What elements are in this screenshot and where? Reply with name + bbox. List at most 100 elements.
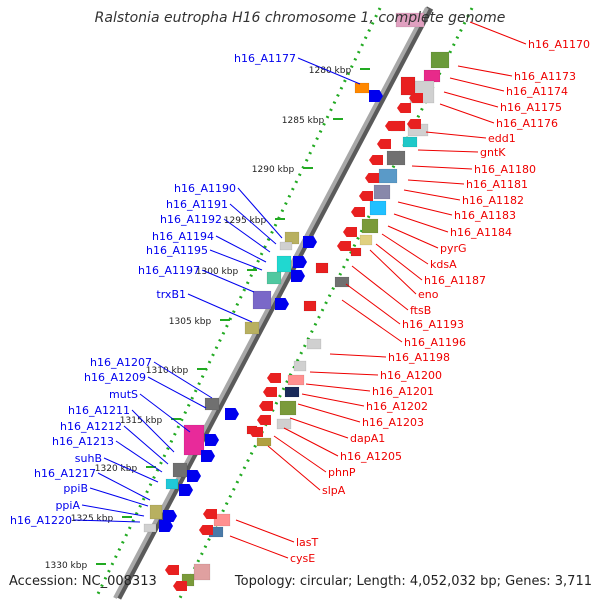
reverse-gene-block [373, 184, 391, 200]
reverse-gene-leader-line [425, 131, 487, 139]
reverse-gene-leader-line [297, 403, 361, 423]
forward-gene-arrow [369, 90, 383, 102]
forward-gene-block [252, 290, 272, 310]
reverse-gene-block [334, 276, 350, 288]
forward-gene-leader-line [103, 457, 159, 483]
reverse-gene-block [279, 400, 297, 416]
reverse-gene-block [402, 136, 418, 148]
forward-gene-leader-line [153, 361, 213, 399]
forward-gene-label: h16_A1209 [84, 371, 146, 384]
reverse-gene-label: kdsA [430, 258, 457, 271]
forward-gene-leader-line [139, 393, 191, 433]
reverse-gene-leader-line [397, 201, 453, 216]
reverse-gene-leader-line [407, 179, 465, 185]
reverse-gene-label: edd1 [488, 132, 516, 145]
kbp-tick-label: 1315 kbp [120, 416, 163, 426]
reverse-gene-leader-line [387, 225, 439, 249]
forward-gene-arrow [179, 484, 193, 496]
reverse-gene-label: h16_A1203 [362, 416, 424, 429]
forward-gene-block [172, 462, 188, 478]
reverse-gene-leader-line [449, 77, 505, 92]
reverse-gene-block [213, 513, 231, 527]
reverse-gene-arrow [257, 415, 271, 425]
reverse-gene-label: h16_A1181 [466, 178, 528, 191]
forward-gene-leader-line [81, 504, 145, 517]
kbp-tick-label: 1320 kbp [95, 464, 138, 474]
reverse-gene-arrow [263, 387, 277, 397]
reverse-gene-label: h16_A1173 [514, 70, 576, 83]
reverse-gene-label: h16_A1183 [454, 209, 516, 222]
forward-gene-leader-line [147, 376, 207, 409]
reverse-gene-label: h16_A1170 [528, 38, 590, 51]
forward-gene-block [276, 255, 292, 273]
kbp-dotted-track-right [178, 7, 474, 599]
reverse-gene-block [193, 563, 211, 581]
reverse-gene-leader-line [267, 445, 321, 491]
reverse-gene-arrow [369, 155, 383, 165]
reverse-gene-block [276, 418, 292, 430]
reverse-gene-label: eno [418, 288, 439, 301]
reverse-gene-label: h16_A1184 [450, 226, 512, 239]
reverse-gene-arrow [377, 139, 391, 149]
reverse-gene-leader-line [329, 353, 387, 358]
reverse-gene-label: h16_A1198 [388, 351, 450, 364]
forward-gene-leader-line [131, 409, 175, 453]
reverse-gene-block [423, 69, 441, 83]
reverse-gene-arrow [173, 581, 187, 591]
forward-gene-leader-line [297, 57, 361, 85]
forward-gene-block [183, 424, 205, 456]
reverse-gene-label: slpA [322, 484, 346, 497]
reverse-gene-label: h16_A1187 [424, 274, 486, 287]
forward-gene-block [204, 397, 220, 411]
forward-gene-label: ppiA [55, 499, 80, 512]
forward-gene-label: h16_A1190 [174, 182, 236, 195]
reverse-gene-block [350, 247, 362, 257]
map-title: Ralstonia eutropha H16 chromosome 1, com… [94, 10, 506, 26]
reverse-gene-label: lasT [296, 536, 319, 549]
reverse-gene-leader-line [341, 299, 403, 343]
reverse-gene-arrow [397, 103, 411, 113]
reverse-gene-label: h16_A1182 [462, 194, 524, 207]
reverse-gene-label: h16_A1205 [340, 450, 402, 463]
reverse-gene-arrow [267, 373, 281, 383]
forward-gene-arrow [163, 510, 177, 522]
forward-gene-arrow [275, 298, 289, 310]
forward-gene-arrow [205, 434, 219, 446]
kbp-tick-label: 1285 kbp [282, 116, 325, 126]
reverse-gene-block [369, 200, 387, 216]
forward-gene-block [354, 82, 370, 94]
reverse-gene-leader-line [309, 371, 379, 376]
reverse-gene-leader-line [283, 427, 339, 457]
reverse-gene-block [284, 386, 300, 398]
reverse-gene-label: dapA1 [350, 432, 385, 445]
forward-gene-label: h16_A1212 [60, 420, 122, 433]
forward-gene-label: h16_A1217 [34, 467, 96, 480]
reverse-gene-leader-line [369, 249, 417, 295]
reverse-gene-leader-line [289, 417, 349, 439]
forward-gene-label: h16_A1213 [52, 435, 114, 448]
reverse-gene-label: h16_A1200 [380, 369, 442, 382]
forward-gene-arrow [187, 470, 201, 482]
reverse-gene-leader-line [345, 283, 401, 325]
reverse-gene-arrow [365, 173, 379, 183]
forward-gene-leader-line [73, 519, 141, 523]
reverse-gene-label: h16_A1180 [474, 163, 536, 176]
forward-gene-leader-line [229, 203, 277, 245]
reverse-gene-leader-line [305, 383, 371, 392]
reverse-gene-leader-line [417, 149, 479, 153]
forward-gene-leader-line [187, 293, 253, 323]
forward-gene-leader-line [123, 425, 169, 465]
forward-gene-block [279, 241, 293, 251]
forward-gene-block [143, 523, 157, 533]
reverse-gene-leader-line [375, 243, 423, 281]
reverse-gene-leader-line [457, 65, 513, 77]
forward-gene-leader-line [115, 440, 163, 473]
reverse-gene-label: h16_A1176 [496, 117, 558, 130]
reverse-gene-block [395, 12, 425, 28]
reverse-gene-arrow [409, 93, 423, 103]
forward-gene-block [244, 321, 260, 335]
reverse-gene-leader-line [403, 189, 461, 201]
forward-gene-leader-line [97, 472, 151, 501]
reverse-gene-label: h16_A1201 [372, 385, 434, 398]
